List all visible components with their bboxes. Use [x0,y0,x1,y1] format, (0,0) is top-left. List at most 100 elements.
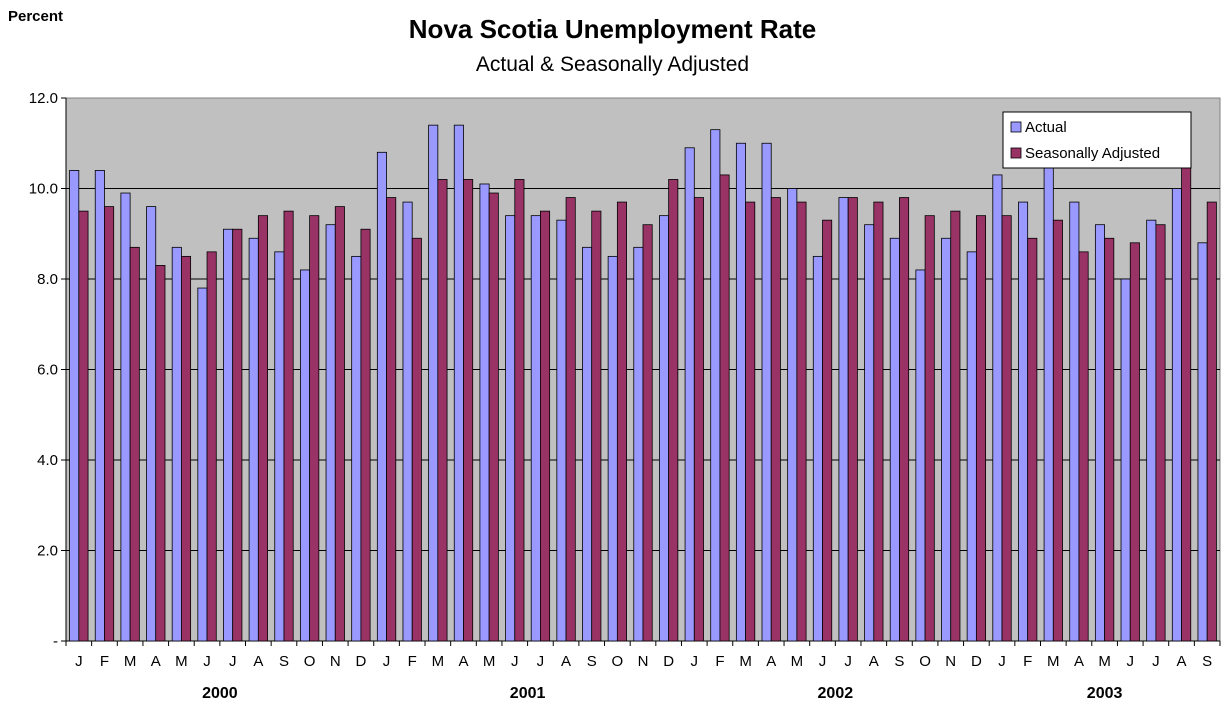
x-tick-label: F [1023,653,1032,670]
x-tick-label: O [612,653,624,670]
bar-actual [966,251,977,642]
bar-actual [710,129,721,642]
bar-actual [607,255,618,642]
bar-actual [556,219,567,642]
bar-actual [299,269,311,642]
x-tick-label: M [1047,653,1060,670]
x-tick-label: M [739,653,752,670]
x-tick-label: J [1126,653,1134,670]
legend-label-seasonally-adjusted: Seasonally Adjusted [1025,145,1160,162]
x-tick-label: M [791,653,804,670]
bar-actual [915,269,926,642]
x-tick-label: F [408,653,417,670]
year-label: 2003 [1087,685,1123,702]
bar-seasonally-adjusted [616,201,627,642]
bar-seasonally-adjusted [386,197,397,642]
legend-box [1002,111,1192,169]
bar-actual [94,169,105,642]
y-tick-label: 12.0 [29,90,58,107]
x-tick-label: J [229,653,237,670]
bar-actual [1197,242,1208,642]
y-tick-label: 4.0 [37,452,58,469]
chart-title: Nova Scotia Unemployment Rate [408,14,817,44]
bar-seasonally-adjusted [642,224,653,642]
bar-seasonally-adjusted [1181,165,1192,642]
x-tick-label: A [151,653,161,670]
bar-actual [197,287,208,642]
bar-actual [812,255,823,642]
x-tick-label: F [715,653,724,670]
x-tick-label: A [458,653,468,670]
bar-actual [992,174,1003,642]
x-tick-label: S [1202,653,1212,670]
bar-seasonally-adjusted [360,228,371,642]
bar-actual [659,215,670,642]
bar-seasonally-adjusted [899,197,910,642]
x-tick-label: O [304,653,316,670]
x-tick-label: M [124,653,137,670]
x-tick-label: A [253,653,263,670]
bar-seasonally-adjusted [847,197,858,642]
bar-actual [505,215,516,642]
bar-actual [376,151,387,642]
bar-seasonally-adjusted [796,201,807,642]
bar-actual [633,246,644,642]
bar-seasonally-adjusted [463,179,474,642]
bar-seasonally-adjusted [155,265,166,642]
x-tick-label: O [919,653,931,670]
x-tick-label: J [1152,653,1160,670]
bar-seasonally-adjusted [822,219,833,642]
bar-seasonally-adjusted [950,210,961,642]
y-tick-label: 8.0 [37,271,58,288]
x-tick-label: D [355,653,366,670]
x-tick-label: M [483,653,496,670]
x-tick-label: A [869,653,879,670]
y-tick-label: 2.0 [37,543,58,560]
bar-seasonally-adjusted [1078,251,1089,642]
bar-seasonally-adjusted [129,246,140,642]
bar-actual [428,124,439,642]
bar-seasonally-adjusted [565,197,576,642]
bar-actual [1120,278,1131,642]
legend-swatch-actual [1010,121,1022,133]
bar-actual [864,224,875,642]
chart-subtitle: Actual & Seasonally Adjusted [475,53,750,76]
bar-seasonally-adjusted [693,197,704,642]
x-tick-label: J [998,653,1006,670]
bar-actual [146,206,157,642]
x-tick-label: N [638,653,649,670]
bar-seasonally-adjusted [104,206,115,642]
bar-actual [1146,219,1157,642]
x-tick-label: F [100,653,109,670]
bar-seasonally-adjusted [78,210,89,642]
x-tick-label: A [561,653,571,670]
bar-actual [684,147,695,642]
x-tick-label: N [945,653,956,670]
bar-actual [223,228,234,642]
bar-seasonally-adjusted [745,201,756,642]
x-tick-label: J [537,653,545,670]
legend-label-actual: Actual [1025,119,1067,136]
x-tick-label: J [383,653,391,670]
x-tick-label: A [1074,653,1084,670]
bar-actual [735,142,746,642]
x-tick-label: D [663,653,674,670]
bar-seasonally-adjusted [514,179,525,642]
y-axis-label: Percent [8,8,64,25]
bar-actual [171,246,182,642]
bar-seasonally-adjusted [1155,224,1166,642]
bar-seasonally-adjusted [232,228,243,642]
x-tick-label: M [432,653,445,670]
x-tick-label: J [511,653,519,670]
bar-actual [274,251,285,642]
bar-actual [325,224,336,642]
bar-seasonally-adjusted [591,210,602,642]
bar-seasonally-adjusted [770,197,781,642]
x-tick-label: S [587,653,597,670]
bar-actual [248,237,259,642]
bar-actual [761,142,772,642]
bar-seasonally-adjusted [924,215,935,642]
bar-seasonally-adjusted [1001,215,1012,642]
x-tick-label: J [691,653,699,670]
bar-seasonally-adjusted [1129,242,1140,642]
